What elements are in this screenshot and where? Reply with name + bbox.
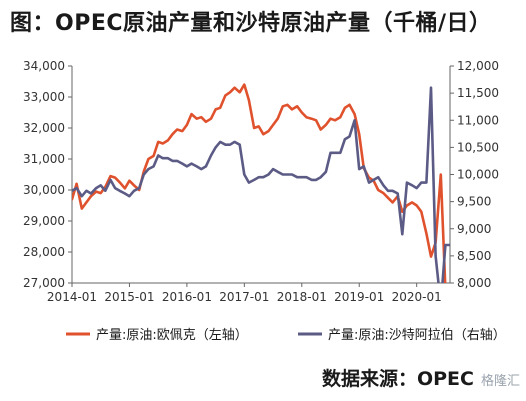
x-tick-label: 2014-01: [47, 290, 97, 304]
x-tick-label: 2018-01: [277, 290, 327, 304]
y-right-tick-label: 10,000: [457, 168, 499, 182]
axes: 27,000 28,000 29,000 30,000 31,000 32,000 33,0…: [23, 59, 499, 304]
y-right-tick-label: 12,000: [457, 59, 499, 73]
series-line-opec: [72, 83, 447, 283]
x-tick-label: 2016-01: [162, 290, 212, 304]
legend-label: 产量:原油:欧佩克（左轴）: [96, 328, 248, 343]
legend-label: 产量:原油:沙特阿拉伯（右轴）: [328, 328, 506, 343]
y-right-tick-label: 10,500: [457, 140, 499, 154]
y-right-tick-label: 11,500: [457, 86, 499, 100]
y-left-tick-label: 27,000: [23, 276, 65, 290]
source-note: 数据来源：OPEC: [321, 368, 474, 390]
series-line-saudi: [72, 86, 450, 283]
y-left-tick-label: 28,000: [23, 245, 65, 259]
x-tick-label: 2020-01: [392, 290, 442, 304]
x-tick-label: 2019-01: [334, 290, 384, 304]
y-right-tick-label: 8,500: [457, 249, 491, 263]
y-left-tick-label: 29,000: [23, 214, 65, 228]
y-right-tick-label: 9,000: [457, 222, 491, 236]
y-right-tick-label: 9,500: [457, 195, 491, 209]
y-left-tick-label: 32,000: [23, 121, 65, 135]
series-lines: [72, 83, 450, 283]
y-right-tick-label: 11,000: [457, 113, 499, 127]
y-left-tick-label: 30,000: [23, 183, 65, 197]
y-left-tick-label: 31,000: [23, 152, 65, 166]
x-tick-label: 2015-01: [104, 290, 154, 304]
y-left-tick-label: 34,000: [23, 59, 65, 73]
x-tick-label: 2017-01: [219, 290, 269, 304]
chart-title: 图：OPEC原油产量和沙特原油产量（千桶/日）: [10, 11, 492, 36]
watermark: 格隆汇: [480, 374, 520, 389]
y-left-tick-label: 33,000: [23, 90, 65, 104]
y-right-tick-label: 8,000: [457, 276, 491, 290]
legend: 产量:原油:欧佩克（左轴） 产量:原油:沙特阿拉伯（右轴）: [66, 328, 506, 343]
